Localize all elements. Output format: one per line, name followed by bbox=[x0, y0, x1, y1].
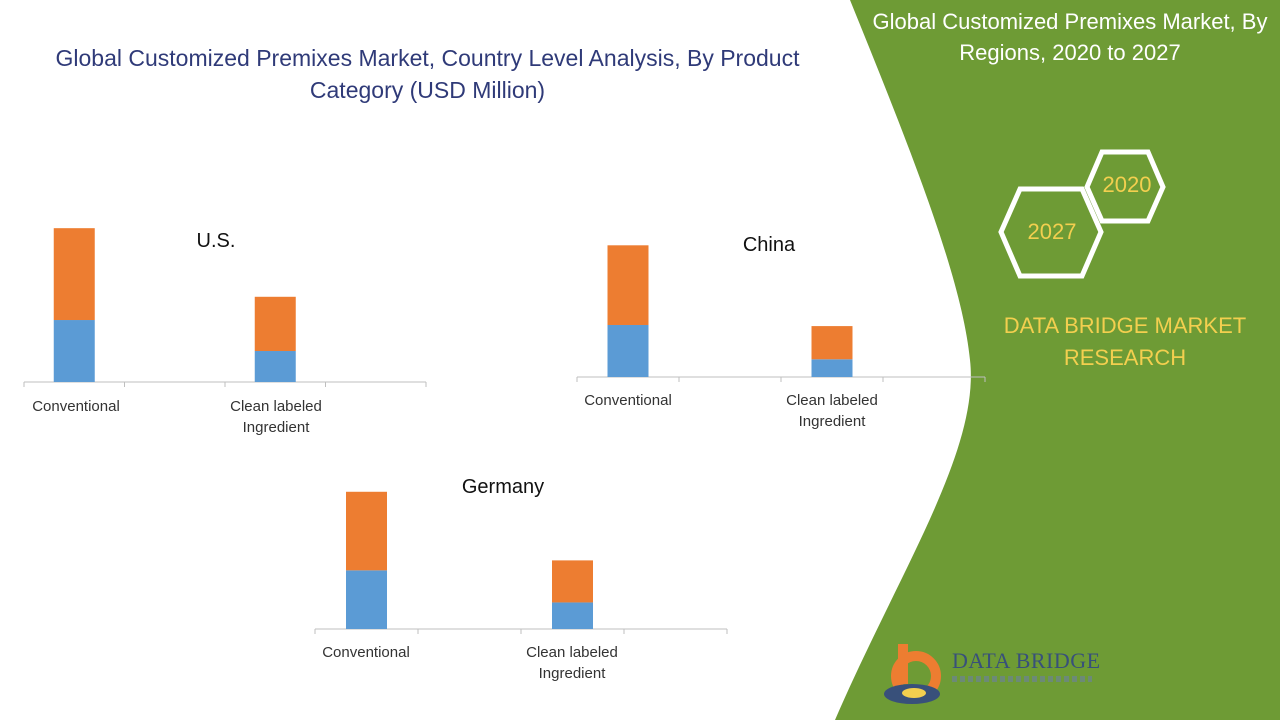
chart-title-germany: Germany bbox=[461, 476, 545, 498]
china-category-label: Conventional bbox=[584, 392, 672, 409]
logo-mark-icon bbox=[884, 644, 941, 704]
chart-title-china: China bbox=[742, 234, 796, 256]
main-title: Global Customized Premixes Market, Count… bbox=[55, 45, 800, 103]
china-bar-segment bbox=[607, 324, 649, 377]
panel-title: Global Customized Premixes Market, By Re… bbox=[872, 9, 1268, 65]
us-bar-segment bbox=[254, 351, 296, 382]
brand-text: DATA BRIDGE MARKET RESEARCH bbox=[1003, 313, 1247, 370]
data-bridge-logo: DATA BRIDGE bbox=[880, 640, 1110, 710]
germany-bar-segment bbox=[346, 491, 387, 571]
china-bar-segment bbox=[811, 326, 853, 360]
logo-name: DATA BRIDGE bbox=[952, 648, 1101, 673]
germany-category-label: Conventional bbox=[322, 644, 410, 661]
us-bar-segment bbox=[53, 320, 95, 382]
year-2020-label: 2020 bbox=[1102, 172, 1152, 197]
germany-category-label: Clean labeled Ingredient bbox=[526, 644, 618, 682]
hexagon-2020-icon bbox=[1084, 149, 1166, 224]
year-2027-label: 2027 bbox=[1027, 219, 1077, 244]
chart-title-us: U.S. bbox=[196, 230, 236, 252]
germany-bar-segment bbox=[552, 602, 593, 629]
china-bar-segment bbox=[811, 359, 853, 377]
us-bar-segment bbox=[53, 228, 95, 321]
us-bar-segment bbox=[254, 296, 296, 352]
us-category-label: Conventional bbox=[32, 398, 120, 415]
us-category-label: Clean labeled Ingredient bbox=[230, 398, 322, 436]
logo-tagline-icon bbox=[952, 676, 1092, 682]
china-bar-segment bbox=[607, 245, 649, 325]
hexagon-2027-icon bbox=[998, 186, 1104, 279]
china-category-label: Clean labeled Ingredient bbox=[786, 392, 878, 430]
germany-bar-segment bbox=[552, 560, 593, 603]
germany-bar-segment bbox=[346, 570, 387, 629]
